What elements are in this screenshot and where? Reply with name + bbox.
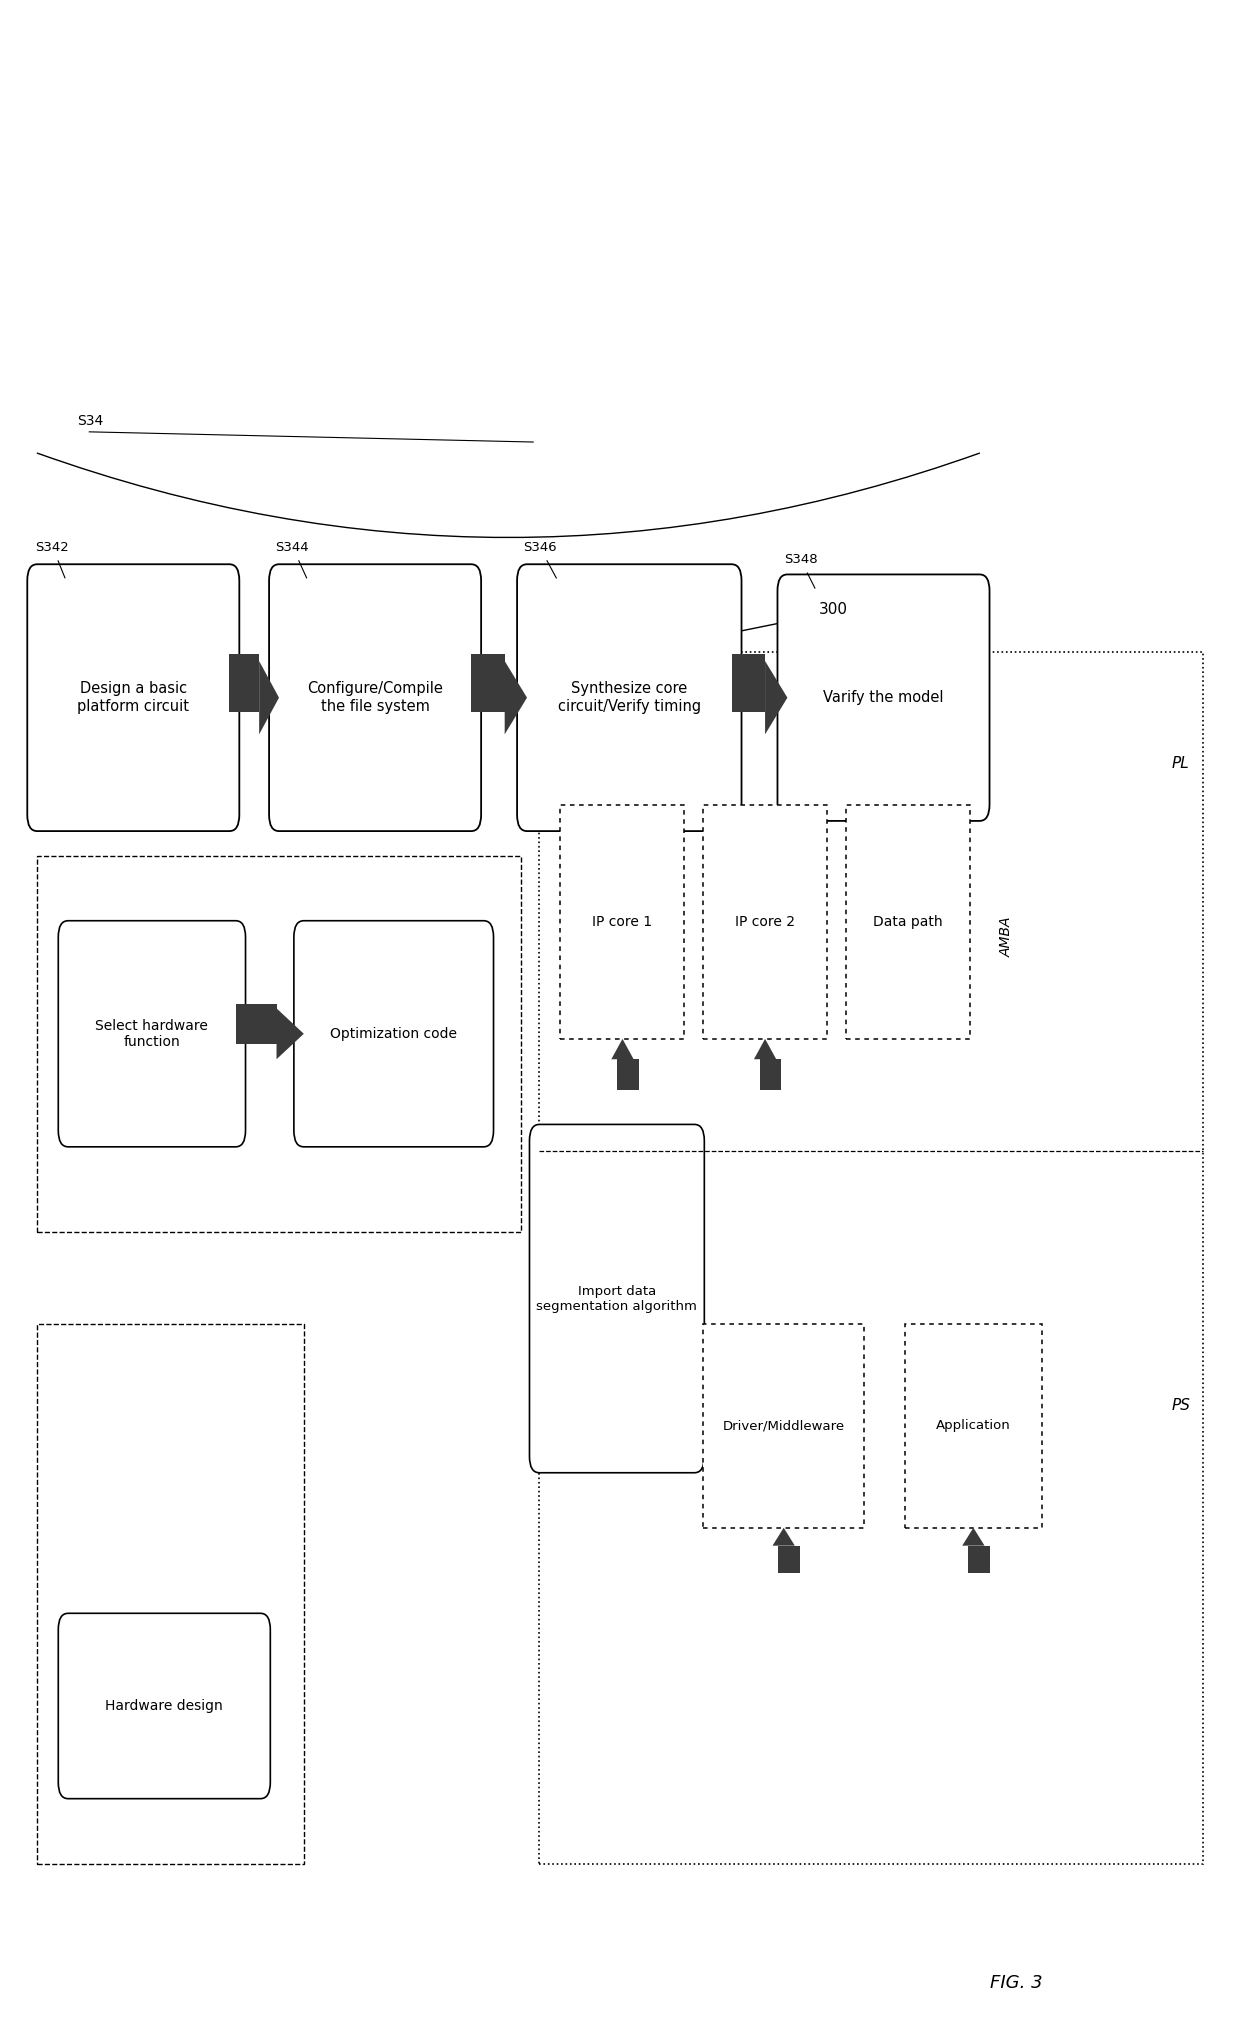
Text: IP core 2: IP core 2 bbox=[735, 915, 795, 929]
Bar bbox=[905, 1324, 1042, 1528]
FancyBboxPatch shape bbox=[529, 1124, 704, 1473]
Text: Driver/Middleware: Driver/Middleware bbox=[723, 1420, 844, 1432]
Bar bbox=[732, 654, 765, 713]
Polygon shape bbox=[259, 660, 279, 735]
Bar bbox=[236, 1004, 277, 1043]
Polygon shape bbox=[611, 1039, 634, 1059]
Bar bbox=[471, 654, 505, 713]
Text: Hardware design: Hardware design bbox=[105, 1699, 223, 1713]
Text: S346: S346 bbox=[523, 542, 557, 554]
Bar bbox=[560, 805, 684, 1039]
FancyBboxPatch shape bbox=[58, 921, 246, 1147]
Bar bbox=[703, 1324, 864, 1528]
Bar bbox=[703, 805, 827, 1039]
Text: Select hardware
function: Select hardware function bbox=[95, 1018, 208, 1049]
Text: S348: S348 bbox=[784, 554, 817, 566]
FancyBboxPatch shape bbox=[294, 921, 494, 1147]
FancyBboxPatch shape bbox=[58, 1613, 270, 1799]
Text: Configure/Compile
the file system: Configure/Compile the file system bbox=[308, 682, 443, 713]
Text: FIG. 3: FIG. 3 bbox=[991, 1974, 1043, 1992]
Text: PL: PL bbox=[1172, 756, 1189, 772]
Bar bbox=[229, 654, 259, 713]
FancyBboxPatch shape bbox=[269, 564, 481, 831]
Polygon shape bbox=[765, 660, 787, 735]
Polygon shape bbox=[773, 1528, 795, 1546]
Text: Data path: Data path bbox=[873, 915, 942, 929]
Text: Design a basic
platform circuit: Design a basic platform circuit bbox=[77, 682, 190, 713]
Polygon shape bbox=[754, 1039, 776, 1059]
FancyBboxPatch shape bbox=[27, 564, 239, 831]
Bar bbox=[37, 856, 521, 1232]
Bar bbox=[37, 1324, 304, 1864]
Text: Varify the model: Varify the model bbox=[823, 691, 944, 705]
Text: S344: S344 bbox=[275, 542, 309, 554]
Bar bbox=[760, 1059, 781, 1090]
Text: PS: PS bbox=[1172, 1397, 1190, 1414]
Bar bbox=[968, 1546, 990, 1573]
Polygon shape bbox=[505, 660, 527, 735]
Text: S34: S34 bbox=[77, 414, 103, 428]
Text: Optimization code: Optimization code bbox=[330, 1027, 458, 1041]
Bar bbox=[539, 652, 1203, 1864]
Polygon shape bbox=[277, 1008, 304, 1059]
Text: Application: Application bbox=[936, 1420, 1011, 1432]
Bar bbox=[618, 1059, 639, 1090]
Text: IP core 1: IP core 1 bbox=[593, 915, 652, 929]
FancyBboxPatch shape bbox=[517, 564, 742, 831]
Text: AMBA: AMBA bbox=[999, 917, 1013, 957]
Text: Synthesize core
circuit/Verify timing: Synthesize core circuit/Verify timing bbox=[558, 682, 701, 713]
FancyBboxPatch shape bbox=[777, 574, 990, 821]
Polygon shape bbox=[962, 1528, 985, 1546]
Bar bbox=[779, 1546, 800, 1573]
Bar bbox=[846, 805, 970, 1039]
Text: 300: 300 bbox=[818, 603, 847, 617]
Text: Import data
segmentation algorithm: Import data segmentation algorithm bbox=[537, 1285, 697, 1312]
Text: S342: S342 bbox=[35, 542, 68, 554]
